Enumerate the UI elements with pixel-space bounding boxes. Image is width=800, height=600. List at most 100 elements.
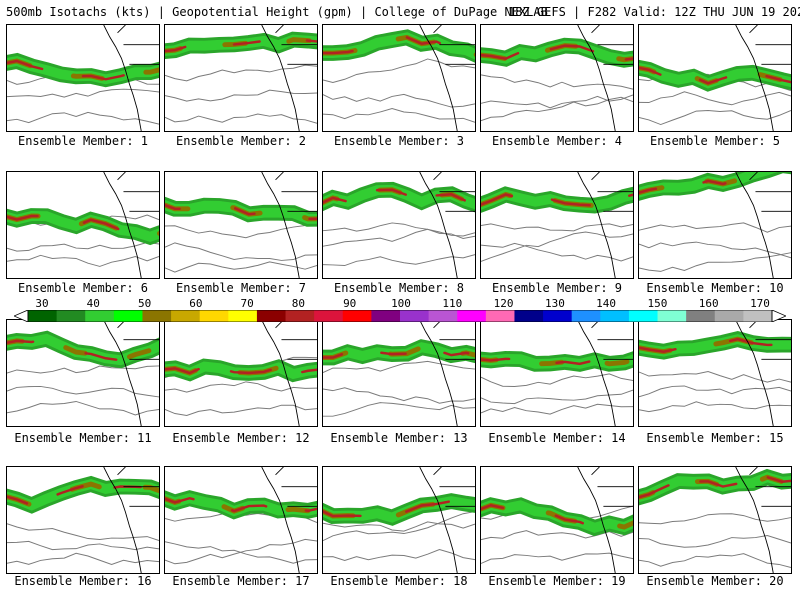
- coastline-borders: [261, 172, 317, 278]
- height-contour: [481, 242, 633, 262]
- height-contour: [481, 74, 633, 90]
- isotach-band: [323, 499, 475, 519]
- panel-caption: Ensemble Member: 17: [172, 574, 310, 588]
- panel-caption: Ensemble Member: 14: [488, 431, 626, 445]
- colorbar-left-arrow: [14, 310, 29, 322]
- colorbar-tick-label: 30: [35, 297, 49, 310]
- colorbar-segment: [371, 310, 401, 322]
- colorbar-segment: [199, 310, 229, 322]
- colorbar-tick-label: 50: [137, 297, 152, 310]
- colorbar-segment: [142, 310, 172, 322]
- height-contour: [165, 242, 317, 261]
- isotach-band: [639, 172, 766, 194]
- height-contour: [481, 552, 633, 564]
- height-contour: [639, 109, 791, 126]
- panel-caption: Ensemble Member: 1: [17, 134, 149, 148]
- colorbar-tick-label: 60: [189, 297, 203, 310]
- height-contour: [481, 231, 633, 262]
- height-contour: [323, 387, 475, 404]
- colorbar-segment: [342, 310, 372, 322]
- isotach-band: [7, 59, 159, 81]
- isotach-band: [7, 336, 159, 363]
- colorbar-tick-label: 110: [442, 297, 463, 310]
- panel-caption: Ensemble Member: 18: [330, 574, 468, 588]
- colorbar-tick-label: 40: [86, 297, 100, 310]
- height-contour: [323, 228, 475, 247]
- colorbar-segment: [56, 310, 86, 322]
- colorbar-segment: [171, 310, 201, 322]
- height-contour: [7, 552, 159, 565]
- isotach-band: [165, 38, 317, 53]
- height-contour: [323, 222, 475, 237]
- panel-caption: Ensemble Member: 12: [172, 431, 310, 445]
- height-contour: [7, 88, 159, 98]
- colorbar-segment: [743, 310, 773, 322]
- isotach-band: [165, 203, 317, 221]
- height-contour: [639, 91, 791, 106]
- height-contour: [165, 261, 317, 273]
- ensemble-map-panel: [480, 466, 634, 574]
- panel-caption: Ensemble Member: 9: [491, 281, 623, 295]
- colorbar-segment: [485, 310, 515, 322]
- height-contour: [165, 64, 317, 82]
- ensemble-map-panel: [638, 466, 792, 574]
- height-contour: [639, 222, 791, 233]
- ensemble-map-panel: [164, 319, 318, 427]
- height-contour: [165, 89, 317, 102]
- panel-caption: Ensemble Member: 7: [175, 281, 307, 295]
- isotach-band: [323, 188, 475, 206]
- coastline-borders: [735, 25, 791, 131]
- ensemble-map-panel: [322, 171, 476, 279]
- height-contour: [481, 96, 633, 122]
- height-contour: [481, 403, 633, 415]
- height-contour: [323, 521, 475, 532]
- model-run-info: 18Z GEFS | F282 Valid: 12Z THU JUN 19 20…: [508, 5, 800, 19]
- height-contour: [7, 400, 159, 416]
- height-contour: [7, 540, 159, 551]
- coastline-borders: [261, 320, 317, 426]
- panel-caption: Ensemble Member: 4: [491, 134, 623, 148]
- ensemble-map-panel: [480, 319, 634, 427]
- colorbar-tick-label: 170: [750, 297, 770, 310]
- height-contour: [165, 404, 317, 417]
- colorbar-tick-label: 80: [291, 297, 306, 310]
- height-contour: [165, 538, 317, 565]
- height-contour: [639, 513, 791, 525]
- ensemble-map-panel: [638, 171, 792, 279]
- isotach-band: [7, 214, 159, 239]
- height-contour: [481, 530, 633, 541]
- ensemble-map-panel: [6, 171, 160, 279]
- coastline-borders: [419, 467, 475, 573]
- height-contour: [639, 401, 791, 413]
- ensemble-map-panel: [322, 24, 476, 132]
- ensemble-map-panel: [164, 171, 318, 279]
- isotach-band: [165, 496, 317, 513]
- colorbar-segment: [428, 310, 458, 322]
- ensemble-map-panel: [480, 24, 634, 132]
- colorbar-tick-label: 120: [493, 297, 514, 310]
- colorbar-segment: [85, 310, 115, 322]
- height-contour: [165, 113, 317, 124]
- height-contour: [7, 365, 159, 374]
- height-contour: [165, 381, 317, 393]
- coastline-borders: [419, 172, 475, 278]
- colorbar-segment: [285, 310, 315, 322]
- colorbar-segment: [571, 310, 601, 322]
- height-contour: [7, 111, 159, 125]
- colorbar-tick-label: 100: [391, 297, 411, 310]
- ensemble-map-panel: [638, 24, 792, 132]
- isotach-band: [639, 475, 791, 499]
- colorbar-segment: [228, 310, 258, 322]
- panel-caption: Ensemble Member: 15: [646, 431, 784, 445]
- height-contour: [323, 549, 475, 561]
- panel-caption: Ensemble Member: 5: [649, 134, 781, 148]
- ensemble-map-panel: [164, 24, 318, 132]
- isotach-band: [481, 504, 633, 530]
- colorbar-tick-label: 160: [698, 297, 719, 310]
- height-contour: [481, 389, 633, 405]
- panel-caption: Ensemble Member: 20: [646, 574, 784, 588]
- ensemble-map-panel: [6, 24, 160, 132]
- colorbar-segment: [28, 310, 58, 322]
- panel-caption: Ensemble Member: 2: [175, 134, 307, 148]
- panel-caption: Ensemble Member: 3: [333, 134, 465, 148]
